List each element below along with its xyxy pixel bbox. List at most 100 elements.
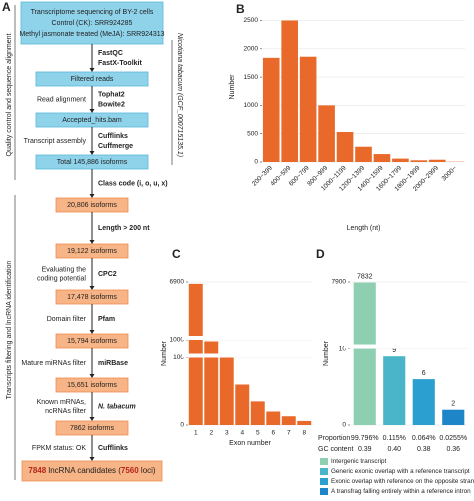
- y-axis-label: Number: [323, 340, 330, 366]
- flow-tool: Length > 200 nt: [98, 225, 150, 232]
- flow-box-text: Methyl jasmonate treated (MeJA): SRR9243…: [19, 31, 164, 38]
- x-tick-label: 7: [287, 430, 291, 437]
- flow-box-text: 15,794 isoforms: [67, 338, 117, 345]
- bar: [442, 409, 465, 425]
- flow-arrowhead: [89, 286, 95, 290]
- flow-box-text: Control (CK): SRR924285: [52, 20, 133, 27]
- gc-value: 0.39: [358, 446, 372, 453]
- y-axis-label: Number: [161, 340, 168, 366]
- bar: [336, 132, 354, 162]
- legend-swatch: [320, 468, 328, 475]
- flow-step-label: Evaluating the: [42, 266, 86, 273]
- reference-label: Nicotiana tabacum (GCF_000715135.1): [176, 33, 183, 157]
- proportion-value: 0.0255%: [439, 435, 467, 442]
- proportion-value: 0.064%: [412, 435, 436, 442]
- x-axis-label: Exon number: [229, 440, 271, 447]
- flow-arrowhead: [89, 374, 95, 378]
- flow-tool: Cufflinks: [98, 445, 128, 452]
- bar: [266, 411, 281, 425]
- proportion-value: 99.796%: [351, 435, 379, 442]
- flow-arrowhead: [89, 151, 95, 155]
- flow-arrowhead: [89, 417, 95, 421]
- y-tick-label: 6900: [170, 279, 185, 286]
- flow-step-label: Transcript assembly: [24, 138, 87, 145]
- section-label: Quality control and sequence alignment: [6, 33, 13, 156]
- y-tick-label: 2500: [244, 17, 259, 24]
- flow-arrowhead: [89, 457, 95, 461]
- x-tick-label: 3000~: [441, 165, 459, 183]
- axis-break: [182, 353, 312, 358]
- flow-box-text: 7848 lncRNA candidates (7560 loci): [28, 466, 156, 475]
- flow-box: [20, 1, 164, 45]
- flow-box-text: Filtered reads: [71, 76, 114, 83]
- proportion-value: 0.115%: [383, 435, 406, 442]
- value-label: 9: [392, 347, 396, 354]
- x-tick-label: 8: [302, 430, 306, 437]
- flow-box-text-part: lncRNA candidates (: [46, 466, 121, 475]
- legend-swatch: [320, 488, 328, 495]
- y-tick-label: 0: [342, 422, 346, 429]
- flow-tool: Pfam: [98, 316, 115, 323]
- bar: [392, 158, 409, 162]
- x-tick-label: 1: [194, 430, 198, 437]
- value-label: 7832: [357, 273, 373, 280]
- flow-tool: FastX-Toolkit: [98, 60, 142, 67]
- bar: [204, 341, 219, 425]
- x-tick-label: 2: [209, 430, 213, 437]
- flow-box-text-part: loci): [139, 466, 156, 475]
- flow-arrowhead: [89, 240, 95, 244]
- y-tick-label: 1500: [244, 74, 259, 81]
- y-tick-label: 1000: [170, 337, 185, 344]
- y-tick-label: 100: [173, 354, 184, 361]
- flow-box-text: 17,478 isoforms: [67, 294, 117, 301]
- flow-tool: Cufflinks: [98, 133, 128, 140]
- legend-label: A transfrag falling entirely within a re…: [331, 488, 471, 495]
- y-tick-label: 500: [247, 130, 258, 137]
- flow-box-text: Accepted_hits.bam: [62, 117, 122, 124]
- flow-tool: Cuffmerge: [98, 143, 133, 150]
- panel-label: C: [172, 247, 181, 261]
- bar: [250, 401, 265, 425]
- flow-box-text: 7862 isoforms: [70, 425, 114, 432]
- bar: [219, 357, 234, 425]
- flow-box-text: 15,651 isoforms: [67, 382, 117, 389]
- flow-step-label: Known mRNAs,: [37, 399, 86, 406]
- bar: [235, 384, 250, 425]
- value-label: 2: [451, 401, 455, 408]
- legend-label: Generic exonic overlap with a reference …: [331, 468, 470, 475]
- flow-step-label: Domain filter: [47, 316, 87, 323]
- flow-tool: N. tabacum: [98, 403, 136, 410]
- value-label: 6: [422, 370, 426, 377]
- bar: [262, 57, 280, 162]
- bar: [383, 356, 406, 425]
- y-tick-label: 0: [254, 159, 258, 166]
- flow-arrowhead: [89, 330, 95, 334]
- flow-box-text: Transcriptome sequencing of BY-2 cells: [31, 9, 154, 16]
- gc-value: 0.38: [417, 446, 431, 453]
- bar: [353, 282, 376, 425]
- flow-step-label: coding potential: [37, 275, 86, 282]
- y-tick-label: 10: [339, 345, 347, 352]
- bar: [299, 56, 317, 162]
- flow-step-label: Read alignment: [37, 96, 86, 103]
- flow-step-label: Mature miRNAs filter: [21, 360, 86, 367]
- row-label: Proportion: [318, 435, 350, 442]
- bar: [355, 146, 372, 162]
- x-axis-label: Length (nt): [347, 225, 381, 232]
- panel-label: B: [236, 2, 245, 16]
- bar: [281, 416, 296, 425]
- flow-tool: Bowite2: [98, 101, 125, 108]
- panel-label: D: [316, 247, 325, 261]
- legend-label: Intergenic transcript: [331, 458, 387, 465]
- axis-break: [344, 344, 468, 349]
- bar: [412, 379, 435, 425]
- axis-break: [182, 336, 312, 340]
- legend-swatch: [320, 478, 328, 485]
- panel-label: A: [2, 0, 11, 14]
- flow-box-text: 19,122 isoforms: [67, 248, 117, 255]
- flow-step-label: ncRNAs filter: [45, 408, 87, 415]
- section-label: Transcripts filtering and lncRNA identif…: [6, 261, 13, 400]
- flow-box-text: 20,806 isoforms: [67, 202, 117, 209]
- y-axis-label: Number: [229, 74, 236, 100]
